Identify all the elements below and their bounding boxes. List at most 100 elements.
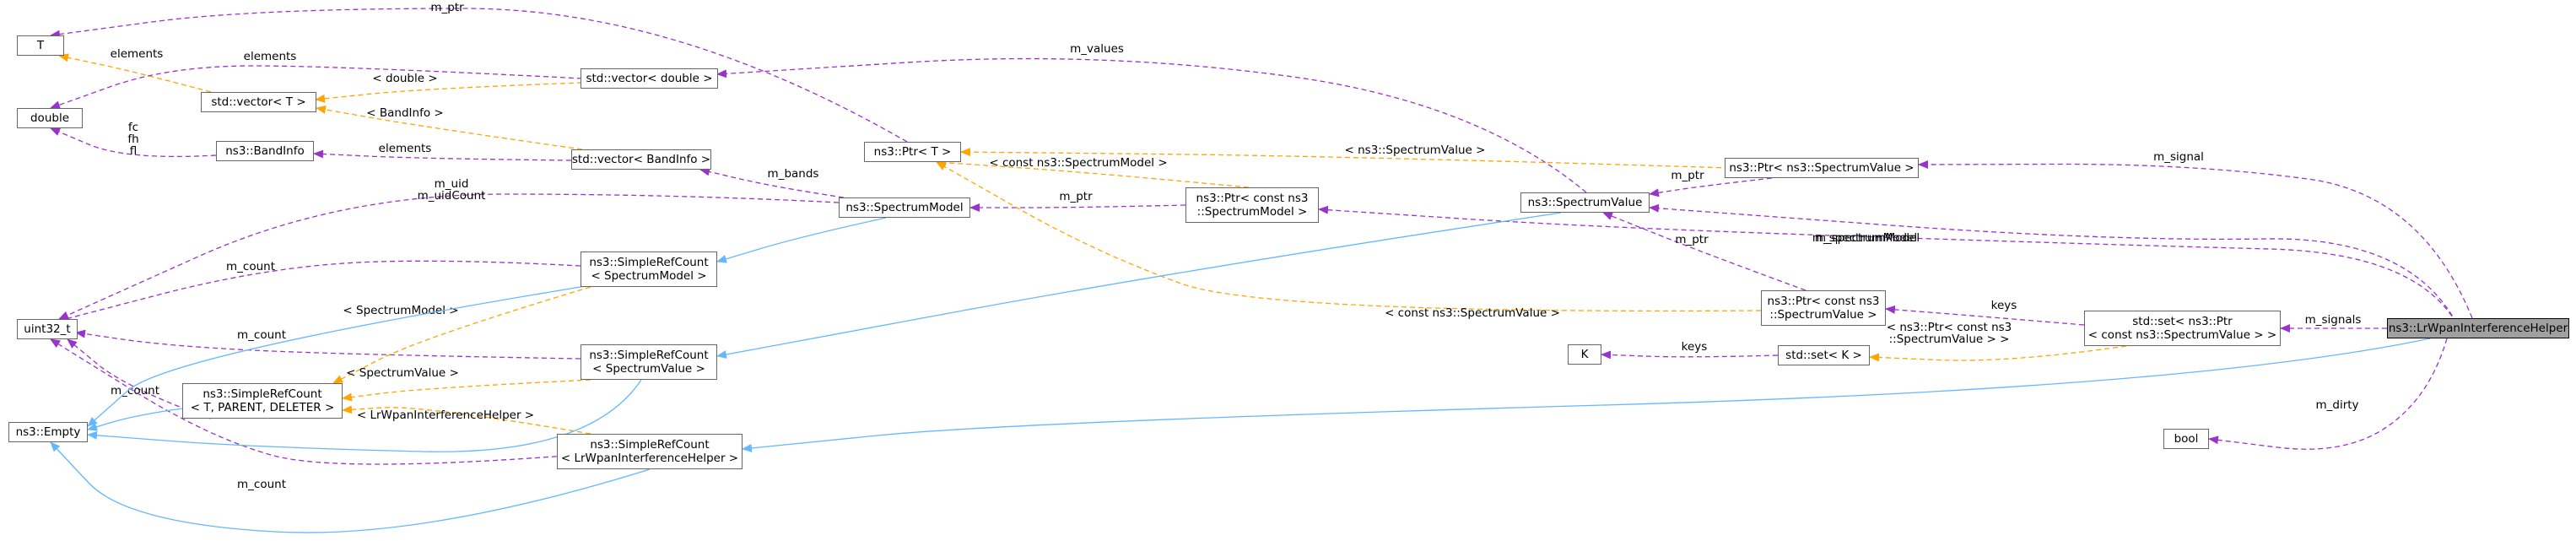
edge-label: fc fh fl [127,121,138,158]
node-vector-double[interactable]: std::vector< double > [581,68,718,89]
edge-member-helper-to-setPtr: m_signals [2280,313,2387,333]
node-label-line: K [1580,348,1589,361]
node-set-k[interactable]: std::set< K > [1778,345,1870,365]
edge-member-ptrConstSpectrumModel-to-spectrumModel: m_ptr [969,190,1186,212]
edge-line [699,167,845,198]
edge-label-line: m_ptr [1059,190,1093,203]
edge-template-vectorDouble-to-vectorT: < double > [315,72,583,103]
edge-label-line: m_count [226,260,275,273]
edge-template-ptrConstSpectrumModel-to-ptrT: < const ns3::SpectrumModel > [936,156,1250,188]
edge-member-ptrSpectrumValue-to-spectrumValue: m_ptr [1649,169,1773,197]
node-label-line: uint32_t [24,322,71,336]
edge-member-helper-to-spectrumValue: m_spectrumModel [1649,203,2465,339]
node-vector-t[interactable]: std::vector< T > [201,92,316,112]
edge-label: m_count [111,384,159,398]
edge-inherit-helper-to-srcHelper [742,338,2431,452]
edge-inherit-srcSpectrumValue-to-empty [87,379,642,452]
edge-line [50,8,908,143]
edge-inherit-srcHelper-to-empty [50,441,651,533]
edge-inherit-srcSpectrumModel-to-empty [87,284,591,427]
edge-line [1649,177,1773,197]
edge-member-srcGeneric-to-uint32: m_count [67,338,212,419]
node-bool[interactable]: bool [2163,429,2209,449]
edge-line [67,338,212,419]
node-ptr-const-spectrum-value[interactable]: ns3::Ptr< const ns3::SpectrumValue > [1761,290,1886,326]
edge-member-bandInfo-to-double: fc fh fl [50,121,217,158]
node-spectrum-model[interactable]: ns3::SpectrumModel [839,197,970,218]
edge-label-line: m_bands [768,167,819,181]
edge-line [342,379,591,402]
edge-label-line: < BandInfo > [366,106,443,120]
edge-template-ptrConstSpectrumValue-to-ptrT: < const ns3::SpectrumValue > [936,161,1762,320]
edge-label: m_bands [768,167,819,181]
edge-member-helper-to-bool: m_dirty [2208,338,2448,450]
edge-line [50,441,651,533]
edge-label: < ns3::SpectrumValue > [1345,143,1486,157]
edge-label-line: < SpectrumValue > [346,366,459,380]
node-src-helper[interactable]: ns3::SimpleRefCount < LrWpanInterferenceH… [557,434,743,469]
edge-label-line: m_uidCount [418,189,486,203]
edge-member-spectrumValue-to-vectorDouble: m_values [716,42,1587,193]
edge-member-spectrumModel-to-uint32: m_uid m_uidCount [58,177,840,320]
edge-label: keys [1991,299,2017,312]
node--t[interactable]: T [17,35,64,56]
edge-inherit-spectrumValue-to-srcSpectrumValue [716,212,1562,359]
edge-line [1602,212,1806,291]
node-ptr-const-spectrum-model[interactable]: ns3::Ptr< const ns3::SpectrumModel > [1185,187,1319,223]
edge-member-ptrT-to-T: m_ptr [50,1,908,143]
edge-label-line: m_count [237,328,286,342]
edge-line [58,53,212,93]
edge-line [315,82,583,103]
edge-label-line: m_spectrumModel [1815,231,1920,245]
node-vector-band-info[interactable]: std::vector< BandInfo > [571,149,711,170]
node-helper[interactable]: ns3::LrWpanInterferenceHelper [2387,318,2569,338]
edge-label: m_ptr [430,1,464,14]
edge-inherit-srcGeneric-to-empty [87,408,183,431]
edge-member-ptrConstSpectrumValue-to-spectrumValue: m_ptr [1602,212,1806,291]
node-double[interactable]: double [17,108,83,128]
node-label-line: ns3::LrWpanInterferenceHelper [2388,322,2568,335]
node-label-line: double [30,111,69,125]
node-src-generic[interactable]: ns3::SimpleRefCount < T, PARENT, DELETER … [182,383,343,419]
node--k[interactable]: K [1568,344,1601,365]
edge-line [87,284,591,427]
edge-label-line: < double > [372,72,437,85]
node-src-spectrum-value[interactable]: ns3::SimpleRefCount < SpectrumValue > [581,344,717,380]
edge-line [313,149,572,161]
edge-line [716,212,1562,359]
edge-label: < SpectrumModel > [343,304,458,317]
edge-line [1918,160,2473,319]
node-label-line: ns3::Ptr< const ns3 [1196,192,1309,205]
node-label-line: ns3::SpectrumModel [845,201,964,214]
edge-line [50,65,583,110]
edge-label-line: keys [1682,340,1708,354]
edge-label-line: keys [1991,299,2017,312]
edge-line [742,338,2431,452]
edge-line [1601,350,1779,360]
node-label-line: ns3::Empty [15,425,81,439]
edge-member-spectrumModel-to-vectorBandInfo: m_bands [699,167,845,198]
edge-line [2208,338,2448,450]
node-src-spectrum-model[interactable]: ns3::SimpleRefCount < SpectrumModel > [581,252,717,287]
node-label-line: ns3::SimpleRefCount [589,256,709,269]
node-label-line: std::vector< double > [586,72,713,85]
node-ptr-spectrum-value[interactable]: ns3::Ptr< ns3::SpectrumValue > [1725,158,1919,178]
node-ptr-t[interactable]: ns3::Ptr< T > [864,142,961,162]
node-empty[interactable]: ns3::Empty [8,422,88,442]
node-label-line: bool [2174,432,2199,446]
node-uint32[interactable]: uint32_t [17,319,78,339]
edge-label: < const ns3::SpectrumValue > [1385,306,1560,320]
node-band-info[interactable]: ns3::BandInfo [216,141,314,161]
edge-label-line: m_count [111,384,159,398]
edge-label-line: ::SpectrumValue > > [1889,333,2010,346]
node-label-line: T [36,39,45,52]
edge-label-line: m_signals [2305,313,2362,327]
edge-line [936,158,1250,188]
edge-template-srcSpectrumModel-to-srcGeneric: < SpectrumModel > [332,286,591,384]
edge-line [332,286,591,384]
edge-line [87,408,183,431]
node-set-ptr[interactable]: std::set< ns3::Ptr < const ns3::SpectrumV… [2084,311,2281,346]
node-spectrum-value[interactable]: ns3::SpectrumValue [1520,192,1650,213]
edge-label: elements [244,50,297,63]
edge-label: < BandInfo > [366,106,443,120]
